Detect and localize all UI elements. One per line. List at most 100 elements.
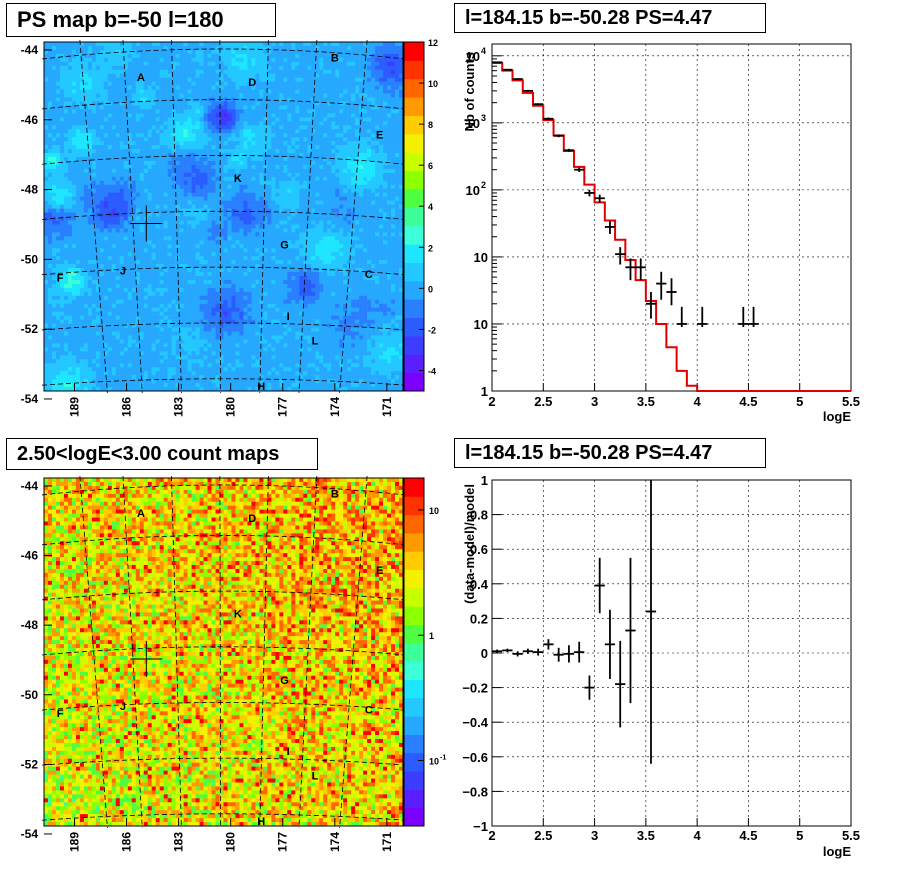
map-pixel [279, 49, 284, 55]
map-pixel [355, 113, 360, 118]
map-pixel [235, 160, 240, 166]
map-pixel [44, 49, 49, 55]
map-pixel [103, 164, 109, 170]
map-pixel [279, 180, 284, 186]
map-pixel [347, 117, 352, 122]
map-pixel [367, 149, 372, 154]
map-pixel [367, 184, 372, 190]
map-pixel [395, 180, 400, 186]
map-pixel [319, 101, 324, 106]
map-pixel [91, 69, 97, 75]
map-pixel [335, 200, 340, 205]
map-pixel [79, 145, 85, 150]
map-pixel [199, 232, 204, 237]
map-pixel [59, 212, 65, 217]
map-pixel [335, 101, 340, 106]
map-pixel [351, 188, 356, 194]
map-pixel [155, 69, 160, 75]
map-pixel [319, 125, 324, 130]
map-pixel [239, 192, 244, 197]
map-pixel [155, 133, 160, 138]
map-pixel [315, 176, 320, 182]
map-pixel [283, 192, 288, 197]
map-pixel [47, 252, 53, 257]
map-pixel [211, 81, 216, 86]
map-pixel [215, 200, 220, 205]
map-pixel [191, 260, 196, 265]
map-pixel [279, 105, 284, 110]
map-pixel [295, 129, 300, 134]
map-pixel [71, 216, 77, 221]
map-pixel [347, 164, 352, 170]
map-pixel [111, 61, 117, 67]
map-pixel [311, 208, 316, 213]
map-pixel [379, 117, 384, 122]
map-pixel [223, 125, 228, 130]
map-pixel [135, 260, 141, 265]
map-pixel [75, 164, 81, 170]
map-pixel [323, 180, 328, 186]
map-pixel [147, 69, 152, 75]
map-pixel [379, 53, 384, 59]
map-pixel [51, 117, 57, 122]
map-pixel [251, 160, 256, 166]
map-pixel [347, 172, 352, 178]
map-pixel [167, 109, 172, 114]
map-pixel [243, 184, 248, 190]
map-pixel [79, 236, 85, 241]
map-pixel [71, 168, 77, 174]
map-pixel [287, 236, 292, 241]
map-pixel [51, 220, 57, 225]
map-pixel [67, 224, 73, 229]
map-pixel [223, 133, 228, 138]
map-pixel [223, 157, 228, 162]
map-pixel [303, 93, 308, 98]
map-pixel [44, 137, 49, 142]
map-pixel [339, 224, 344, 229]
map-pixel [271, 184, 276, 190]
map-pixel [175, 85, 180, 90]
map-pixel [127, 164, 133, 170]
map-pixel [195, 256, 200, 261]
map-pixel [351, 157, 356, 162]
map-pixel [139, 244, 145, 249]
map-pixel [327, 256, 332, 261]
map-pixel [343, 168, 348, 174]
map-pixel [271, 228, 276, 233]
map-pixel [107, 49, 113, 55]
map-pixel [303, 42, 308, 47]
map-pixel [231, 192, 236, 197]
map-pixel [79, 125, 85, 130]
map-pixel [391, 176, 396, 182]
map-pixel [191, 228, 196, 233]
map-pixel [55, 42, 61, 47]
map-pixel [179, 137, 184, 142]
map-pixel [239, 105, 244, 110]
map-pixel [367, 73, 372, 78]
map-pixel [347, 240, 352, 245]
map-pixel [107, 176, 113, 182]
map-pixel [327, 109, 332, 114]
map-pixel [159, 57, 164, 63]
map-pixel [279, 188, 284, 194]
map-pixel [147, 49, 152, 55]
map-pixel [391, 77, 396, 82]
map-pixel [119, 236, 125, 241]
map-pixel [395, 133, 400, 138]
map-pixel [51, 93, 57, 98]
map-pixel [367, 164, 372, 170]
map-pixel [367, 204, 372, 209]
map-pixel [335, 220, 340, 225]
map-pixel [83, 260, 89, 265]
map-pixel [159, 97, 164, 102]
map-pixel [155, 204, 160, 209]
map-pixel [275, 113, 280, 118]
map-pixel [335, 252, 340, 257]
map-pixel [95, 204, 101, 209]
map-pixel [379, 224, 384, 229]
map-pixel [55, 256, 61, 261]
map-pixel [75, 176, 81, 182]
map-pixel [103, 105, 109, 110]
map-pixel [383, 232, 388, 237]
map-pixel [99, 81, 105, 86]
